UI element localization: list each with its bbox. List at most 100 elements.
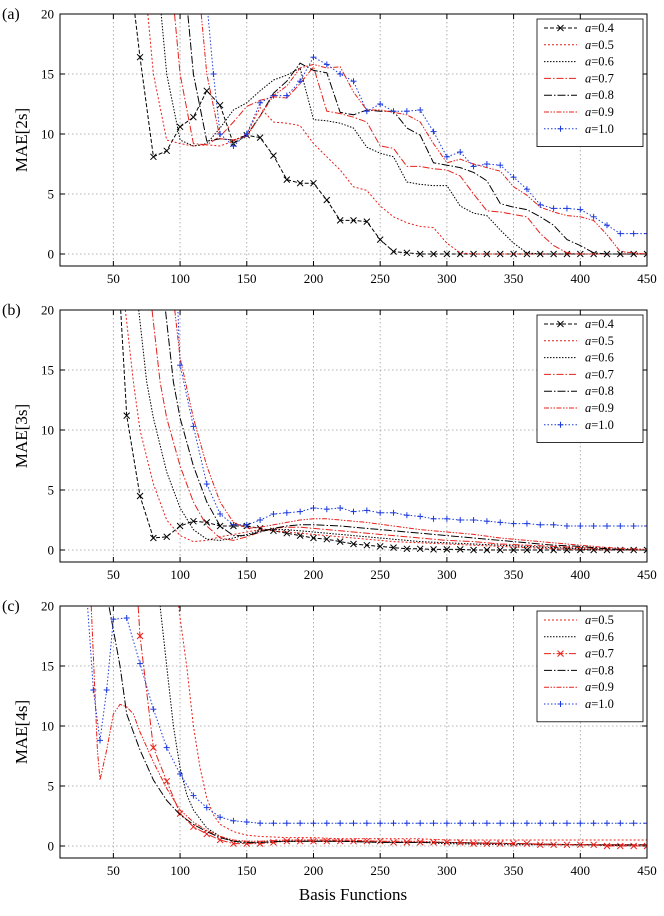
plot-frame	[59, 309, 648, 563]
data-point	[390, 839, 397, 846]
data-point	[150, 744, 157, 751]
data-point	[457, 149, 464, 155]
data-point	[203, 87, 211, 95]
y-tick-label: 5	[48, 483, 55, 498]
legend-label: a=0.8	[585, 663, 614, 677]
x-tick-label: 400	[571, 863, 591, 878]
data-point	[136, 492, 144, 500]
y-axis-label: MAE[2s]	[12, 108, 31, 172]
data-point	[417, 820, 424, 827]
data-point	[550, 841, 557, 849]
x-tick-label: 150	[237, 863, 257, 878]
data-point	[537, 201, 544, 208]
data-point	[536, 841, 544, 849]
series-line	[151, 310, 647, 551]
data-point	[310, 505, 317, 511]
data-point	[283, 820, 290, 827]
data-point	[310, 534, 317, 542]
panel-1: 50 100 150 200 250 300 350 400 450 0 5 10 15 20 (a) MAE…	[2, 6, 657, 287]
series-a-0-8	[187, 14, 647, 255]
data-point	[270, 511, 277, 517]
data-point	[363, 541, 371, 549]
data-point	[163, 744, 170, 751]
legend-label: a=0.5	[585, 38, 614, 52]
data-point	[537, 521, 544, 528]
data-point	[363, 108, 370, 115]
x-tick-label: 100	[170, 863, 190, 878]
panel-label: (c)	[2, 598, 20, 615]
data-point	[457, 517, 464, 523]
data-point	[430, 546, 437, 553]
legend-entry-a-0-6: a=0.6	[544, 55, 614, 69]
data-point	[283, 509, 290, 516]
legend: a=0.5 a=0.6 a=0.7 a=0.8 a=0.9 a=1.0	[536, 610, 644, 723]
series-a-1-0	[87, 606, 647, 827]
data-point	[550, 521, 557, 528]
data-point	[376, 236, 384, 243]
series-a-0-8	[164, 310, 647, 551]
series-a-0-5	[178, 606, 647, 841]
data-point	[430, 128, 437, 135]
ticks: 50 100 150 200 250 300 350 400 450 0 5 10 15 20	[41, 303, 657, 583]
y-tick-label: 20	[41, 599, 54, 614]
data-point	[243, 819, 250, 825]
series-group	[87, 606, 647, 850]
data-point	[390, 248, 397, 255]
data-point	[257, 99, 264, 106]
series-a-1-0	[207, 14, 647, 237]
data-point	[416, 545, 424, 553]
data-point	[616, 842, 624, 850]
legend-label: a=0.5	[585, 613, 614, 627]
x-tick-label: 300	[437, 271, 457, 286]
ticks: 50 100 150 200 250 300 350 400 450 0 5 10 15 20	[41, 599, 657, 879]
legend-entry-a-1-0: a=1.0	[544, 697, 614, 711]
legend-label: a=0.6	[585, 630, 614, 644]
data-point	[470, 163, 477, 170]
data-point	[257, 517, 264, 523]
data-point	[510, 820, 517, 827]
data-point	[136, 632, 144, 640]
data-point	[443, 546, 451, 553]
data-point	[644, 820, 647, 827]
data-point	[417, 513, 424, 520]
data-point	[350, 540, 357, 548]
data-point	[176, 123, 184, 131]
data-point	[470, 546, 477, 554]
series-line	[164, 310, 647, 551]
data-point	[563, 820, 570, 827]
data-point	[403, 512, 410, 519]
data-point	[150, 153, 157, 161]
panel-2: 50 100 150 200 250 300 350 400 450 0 5 10 15 20 (b) MAE…	[2, 302, 657, 583]
data-point	[297, 508, 304, 515]
ticks: 50 100 150 200 250 300 350 400 450 0 5 10 15 20	[41, 7, 657, 287]
data-point	[243, 521, 250, 528]
data-point	[270, 820, 277, 827]
series-a-0-9	[90, 606, 647, 846]
data-point	[270, 152, 277, 159]
data-point	[296, 179, 304, 187]
panel-label: (a)	[2, 6, 20, 23]
legend-label: a=0.4	[585, 317, 615, 331]
data-point	[217, 511, 224, 517]
data-point	[270, 92, 277, 99]
data-point	[310, 179, 317, 187]
data-point	[123, 615, 130, 621]
data-point	[337, 71, 344, 77]
plot-frame	[59, 605, 648, 859]
series-line	[124, 310, 647, 551]
legend-label: a=1.0	[585, 418, 614, 432]
legend-entry-a-0-7: a=0.7	[544, 71, 614, 85]
legend-entry-a-0-4: a=0.4	[544, 21, 615, 35]
data-point	[137, 660, 144, 667]
legend-box	[536, 18, 644, 147]
legend-label: a=0.5	[585, 334, 614, 348]
data-point	[497, 820, 504, 827]
data-point	[230, 817, 237, 824]
legend-entry-a-0-8: a=0.8	[544, 663, 614, 677]
data-point	[523, 186, 530, 193]
data-point	[177, 771, 184, 777]
x-tick-label: 50	[107, 567, 120, 582]
legend-label: a=1.0	[585, 697, 614, 711]
panel-3: 50 100 150 200 250 300 350 400 450 0 5 10 15 20 (c) MAE…	[2, 598, 657, 879]
x-tick-label: 450	[637, 863, 657, 878]
